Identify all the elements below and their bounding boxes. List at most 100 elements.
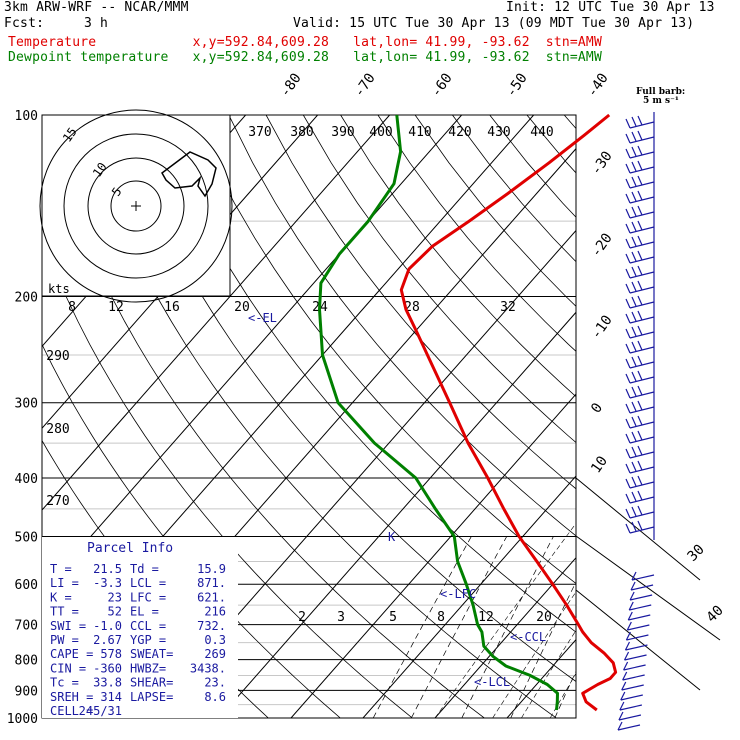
isotherm-line xyxy=(723,115,740,718)
hodograph-unit: kts xyxy=(48,282,70,296)
forecast-hour: 3 h xyxy=(84,16,109,31)
mixing-ratio-line xyxy=(461,536,554,718)
parcel-info-label: T = xyxy=(50,562,72,576)
wind-barb xyxy=(625,370,655,384)
isotherm-line xyxy=(651,115,740,718)
parcel-info-label: CIN = xyxy=(50,661,86,675)
pressure-label-700: 700 xyxy=(15,619,38,634)
parcel-marker: <-EL xyxy=(248,311,277,325)
parcel-info-value: 15.9 xyxy=(197,562,226,576)
init-time: Init: 12 UTC Tue 30 Apr 13 xyxy=(506,0,715,15)
parcel-info-value: 314 xyxy=(100,690,122,704)
pressure-label-200: 200 xyxy=(15,291,38,306)
isotherm-line xyxy=(290,393,576,718)
dry-adiabat xyxy=(713,115,740,718)
pressure-label-1000: 1000 xyxy=(7,712,38,727)
parcel-info-value: 23 xyxy=(108,590,122,604)
dry-adiabat xyxy=(302,115,576,444)
moist-adiabat-label: 8 xyxy=(68,300,76,315)
dewpoint-legend: Dewpoint temperature x,y=592.84,609.28 l… xyxy=(8,50,602,65)
moist-adiabat xyxy=(492,591,576,718)
wind-barb xyxy=(625,400,655,414)
wind-barb-low xyxy=(624,641,648,651)
isotherm-label: -10 xyxy=(588,312,616,342)
wind-barb xyxy=(625,250,655,264)
wind-barb xyxy=(625,490,655,504)
wind-barb xyxy=(625,430,655,444)
hodograph-trace xyxy=(161,151,217,198)
dry-adiabat xyxy=(563,115,576,130)
theta-label-left: 280 xyxy=(46,422,69,437)
pressure-label-400: 400 xyxy=(15,472,38,487)
parcel-info-background xyxy=(42,537,238,718)
moist-adiabat xyxy=(637,297,740,719)
wind-barb-low xyxy=(627,611,651,621)
parcel-info-title: Parcel Info xyxy=(87,541,173,556)
dry-adiabat xyxy=(265,115,576,490)
wind-barb-low xyxy=(620,691,643,701)
parcel-info-value: 52 xyxy=(108,605,122,619)
parcel-info-value: 2.67 xyxy=(93,633,122,647)
theta-label: 370 xyxy=(248,125,271,140)
theta-label: 380 xyxy=(290,125,313,140)
dry-adiabat xyxy=(116,115,576,682)
wind-barb-low xyxy=(626,621,650,631)
moist-adiabat-label: 20 xyxy=(234,300,250,315)
dry-adiabat xyxy=(79,115,557,718)
wind-barb xyxy=(625,130,655,144)
parcel-info-label: CCL = xyxy=(130,619,166,633)
mixing-ratio-label: 2 xyxy=(298,610,306,625)
parcel-info-label: EL = xyxy=(130,605,159,619)
parcel-marker: <-LCL xyxy=(474,675,510,689)
parcel-info-box: Parcel Info T = 21.5 Td = 15.9 LI = -3.3 LCL = 8… xyxy=(42,537,238,718)
hodograph-ring xyxy=(110,180,162,232)
parcel-info-value: 33.8 xyxy=(93,676,122,690)
parcel-info-value: -1.0 xyxy=(93,619,122,633)
wind-barb xyxy=(625,235,655,249)
forecast-label: Fcst: xyxy=(4,16,45,31)
wind-barb xyxy=(625,175,655,189)
theta-label: 420 xyxy=(448,125,471,140)
parcel-info-label: SREH = xyxy=(50,690,93,704)
dewpoint-line xyxy=(318,114,559,711)
parcel-info-label: SWI = xyxy=(50,619,86,633)
theta-label: 390 xyxy=(331,125,354,140)
moist-adiabat xyxy=(521,629,576,718)
mixing-ratio-label: 5 xyxy=(389,610,397,625)
mixing-ratio-label: 8 xyxy=(437,610,445,625)
model-title: 3km ARW-WRF -- NCAR/MMM xyxy=(4,0,189,15)
isotherm-label: 10 xyxy=(588,453,611,476)
mixing-ratio-line xyxy=(661,537,737,719)
pressure-label-600: 600 xyxy=(15,578,38,593)
parcel-marker: K xyxy=(388,530,396,544)
moist-adiabat-label: 12 xyxy=(108,300,124,315)
dry-adiabat xyxy=(377,115,576,352)
parcel-info-label: LFC = xyxy=(130,590,166,604)
parcel-info-value: -360 xyxy=(93,661,122,675)
parcel-info-value: 3438. xyxy=(190,661,226,675)
dry-adiabat xyxy=(414,115,576,307)
hodograph-ring xyxy=(39,109,233,303)
barb-legend-unit: 5 m s⁻¹ xyxy=(643,96,679,106)
isotherm-line xyxy=(42,115,391,511)
isotherm-label: -20 xyxy=(588,230,616,260)
isotherm-label: -50 xyxy=(503,70,531,100)
dry-adiabat xyxy=(191,115,576,585)
isotherm-label: -60 xyxy=(428,70,456,100)
hodograph-ring xyxy=(87,157,185,255)
wind-barb xyxy=(625,325,655,339)
wind-barb-low xyxy=(628,601,652,611)
mixing-ratio-label: 3 xyxy=(337,610,345,625)
parcel-info-value: -3.3 xyxy=(93,576,122,590)
barb-legend-title: Full barb: xyxy=(636,87,685,97)
wind-barb xyxy=(625,205,655,219)
dry-adiabat xyxy=(153,115,576,633)
wind-barb-low xyxy=(630,581,654,591)
dry-adiabat xyxy=(42,115,485,718)
isotherm-label: -80 xyxy=(277,70,305,100)
valid-time: Valid: 15 UTC Tue 30 Apr 13 (09 MDT Tue … xyxy=(293,16,695,31)
wind-barb xyxy=(625,265,655,279)
wind-barb-low xyxy=(629,591,653,601)
wind-barb xyxy=(625,145,655,159)
parcel-info-value: 23. xyxy=(204,676,226,690)
